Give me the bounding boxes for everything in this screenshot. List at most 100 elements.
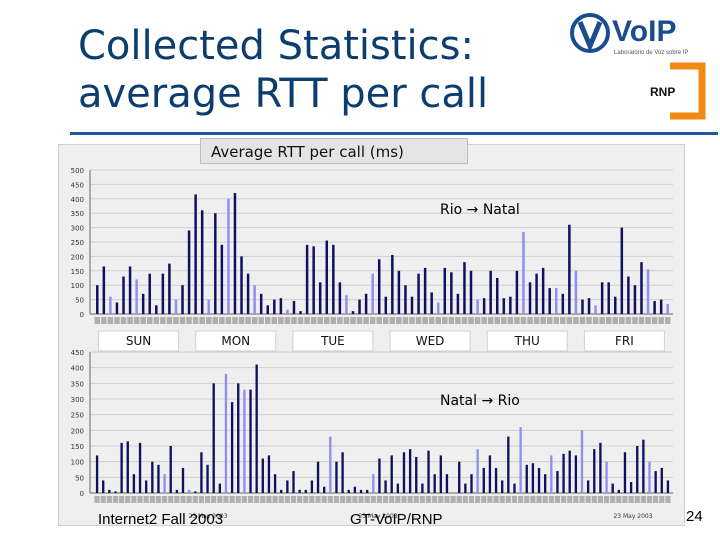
chart-2-bar <box>341 452 344 493</box>
chart-2-bar <box>574 455 578 493</box>
chart-1-day-box <box>583 330 665 352</box>
chart-2-x-tick-mark <box>162 496 168 503</box>
chart-2-bar <box>187 489 191 493</box>
chart-2-bar <box>513 483 516 493</box>
chart-2-x-tick-mark <box>628 496 634 503</box>
chart-2-x-tick-mark <box>376 496 383 503</box>
chart-1-bar <box>653 301 656 314</box>
chart-2-bar <box>562 453 565 493</box>
chart-1-bar <box>246 273 250 314</box>
chart-2-x-tick-mark <box>591 496 597 503</box>
chart-2-x-tick-mark <box>456 496 462 503</box>
chart-1-y-tick-label: 250 <box>71 239 84 247</box>
chart-1-bar <box>535 273 538 314</box>
chart-2-y-tick-label: 350 <box>71 380 84 388</box>
chart-1-x-tick-mark <box>232 317 238 324</box>
chart-1-bar <box>509 296 512 314</box>
chart-1-x-tick-mark <box>428 317 435 324</box>
chart-1-x-tick-mark <box>487 317 494 324</box>
chart-1-bar <box>115 302 119 314</box>
footer-event: Internet2 Fall 2003 <box>98 511 224 528</box>
chart-1-x-tick-mark <box>560 317 566 324</box>
chart-2-bar <box>593 449 596 493</box>
chart-2-x-tick-mark <box>487 496 493 503</box>
chart-1-bar <box>345 295 348 314</box>
chart-2-bar <box>102 480 105 493</box>
chart-1-x-tick-mark <box>238 317 245 324</box>
chart-1-x-tick-mark <box>566 317 573 324</box>
chart-2-x-tick-mark <box>542 496 548 503</box>
chart-1-bar <box>436 302 440 314</box>
chart-1-bar <box>495 278 499 314</box>
chart-2-bar <box>568 450 571 493</box>
chart-1-bar <box>299 311 302 314</box>
chart-2-x-tick-mark <box>622 496 628 503</box>
chart-1-x-tick-mark <box>435 317 441 324</box>
chart-2-bar <box>599 442 602 493</box>
chart-1-bar <box>227 198 230 314</box>
chart-1-x-tick-mark <box>651 317 658 324</box>
chart-1-x-tick-mark <box>179 317 186 324</box>
chart-2-x-tick-mark <box>585 496 591 503</box>
chart-2-bar <box>138 442 142 493</box>
chart-2-bar <box>323 486 326 493</box>
chart-1-bar <box>122 276 125 314</box>
chart-2-y-tick-label: 50 <box>75 474 84 482</box>
chart-2-x-tick-mark <box>266 496 272 503</box>
chart-1-x-tick-mark <box>540 317 546 324</box>
chart-2-bar <box>476 449 479 493</box>
chart-2-x-tick-mark <box>112 496 119 503</box>
chart-1-x-tick-mark <box>140 317 146 324</box>
chart-2-x-tick-mark <box>186 496 192 503</box>
chart-1-x-tick-mark <box>625 317 632 324</box>
chart-2-x-tick-mark <box>425 496 432 503</box>
chart-2-x-tick-mark <box>505 496 511 503</box>
chart-1-bar <box>568 224 571 314</box>
chart-1-bar <box>430 292 433 314</box>
chart-1-bar <box>351 311 355 314</box>
chart-1-x-tick-mark <box>455 317 461 324</box>
chart-2-x-tick-mark <box>94 496 100 503</box>
chart-1-bar <box>522 231 525 314</box>
chart-1-bar <box>253 285 256 314</box>
chart-1-x-tick-mark <box>271 317 278 324</box>
chart-2-x-tick-mark <box>241 496 247 503</box>
chart-2-x-tick-mark <box>493 496 499 503</box>
chart-2-x-tick-mark <box>100 496 106 503</box>
chart-1-bar <box>489 270 492 314</box>
chart-1-bar <box>259 293 263 314</box>
chart-2-x-tick-mark <box>432 496 438 503</box>
chart-1-x-tick-mark <box>310 317 317 324</box>
chart-2-x-tick-mark <box>223 496 229 503</box>
chart-2-bar <box>525 464 528 493</box>
chart-1-bar <box>214 213 217 314</box>
chart-1-bar <box>279 298 283 314</box>
chart-1-x-tick-mark <box>494 317 500 324</box>
chart-1-x-tick-mark <box>146 317 153 324</box>
footer-group: GT-VoIP/RNP <box>350 511 443 528</box>
chart-1-x-tick-mark <box>442 317 448 324</box>
chart-1-day-label: FRI <box>615 334 634 348</box>
chart-2-bar <box>249 389 252 493</box>
chart-2-bar <box>230 402 234 493</box>
chart-1-x-tick-mark <box>422 317 428 324</box>
chart-2-bar <box>402 452 406 493</box>
chart-2-x-tick-mark <box>180 496 186 503</box>
chart-1-x-tick-mark <box>186 317 192 324</box>
chart-1-x-tick-mark <box>599 317 605 324</box>
chart-1-bar <box>469 270 473 314</box>
chart-1-day-box <box>98 330 180 352</box>
chart-2-x-tick-mark <box>327 496 333 503</box>
chart-1-x-tick-mark <box>225 317 232 324</box>
chart-2-x-tick-mark <box>364 496 370 503</box>
chart-1-x-tick-mark <box>546 317 553 324</box>
chart-1-x-tick-mark <box>468 317 474 324</box>
chart-1-x-tick-mark <box>402 317 409 324</box>
chart-1-x-tick-mark <box>127 317 133 324</box>
chart-1-bar <box>450 272 453 314</box>
chart-1-day-label: TUE <box>320 334 345 348</box>
chart-1-x-tick-mark <box>166 317 173 324</box>
chart-1-x-tick-mark <box>520 317 527 324</box>
chart-1-x-tick-mark <box>265 317 271 324</box>
